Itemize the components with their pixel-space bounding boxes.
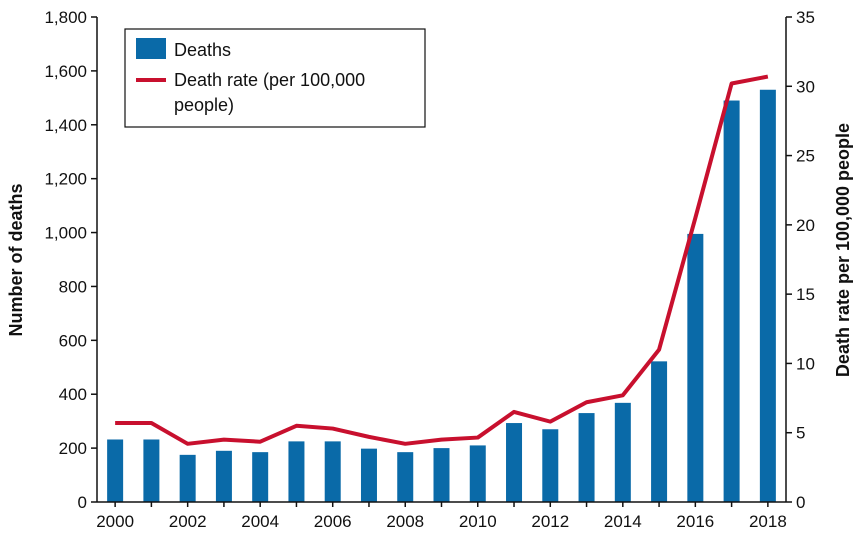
x-tick-label: 2010 [459,512,497,531]
bar-2018 [759,89,776,502]
x-tick-label: 2018 [749,512,787,531]
bar-2014 [614,402,631,502]
line-layer [115,74,769,446]
right-tick-label: 10 [796,354,815,373]
left-tick-label: 1,200 [44,170,87,189]
x-tick-label: 2008 [386,512,424,531]
bar-2013 [578,413,595,502]
x-tick-label: 2016 [676,512,714,531]
right-tick-label: 0 [796,493,805,512]
x-tick-label: 2000 [96,512,134,531]
left-tick-label: 1,000 [44,224,87,243]
bar-2017 [723,100,740,503]
death-rate-line [115,74,769,446]
left-axis-ticks: 0 200 400 600 800 1,000 1,200 1,400 1,600 1,800 [44,8,97,512]
left-tick-label: 600 [59,331,87,350]
legend-swatch-deaths [136,38,166,59]
bar-2002 [179,454,196,502]
bar-2003 [215,450,232,502]
bar-2007 [360,448,377,502]
legend: Deaths Death rate (per 100,000 people) [124,28,426,128]
bar-2015 [651,361,668,502]
bar-2001 [143,439,160,502]
right-axis-ticks: 0 5 10 15 20 25 30 35 [786,8,815,512]
y-axis-title: Number of deaths [6,183,26,336]
right-tick-label: 15 [796,285,815,304]
left-tick-label: 800 [59,277,87,296]
left-tick-label: 1,800 [44,8,87,27]
right-tick-label: 20 [796,216,815,235]
right-tick-label: 35 [796,8,815,27]
right-tick-label: 25 [796,147,815,166]
bar-2011 [506,423,523,502]
bar-2004 [252,452,269,502]
left-tick-label: 1,400 [44,116,87,135]
left-tick-label: 0 [78,493,87,512]
bar-2008 [397,452,414,502]
bar-2009 [433,448,450,502]
right-tick-label: 30 [796,77,815,96]
legend-label-death-rate-line1: Death rate (per 100,000 [174,70,365,90]
bar-2010 [469,445,486,502]
bars-layer [107,89,776,503]
bar-2005 [288,441,305,502]
legend-label-deaths: Deaths [174,40,231,60]
x-tick-label: 2004 [241,512,279,531]
x-axis-ticks: 2000 2002 2004 2006 2008 2010 2012 2014 2016 2018 [96,502,787,531]
left-tick-label: 1,600 [44,62,87,81]
left-tick-label: 200 [59,439,87,458]
x-tick-label: 2002 [169,512,207,531]
bar-2012 [542,429,559,502]
x-tick-label: 2012 [531,512,569,531]
bar-2006 [324,441,341,502]
bar-2016 [687,233,704,502]
x-tick-label: 2006 [314,512,352,531]
x-tick-label: 2014 [604,512,642,531]
y2-axis-title: Death rate per 100,000 people [833,123,853,377]
legend-box [124,28,426,128]
right-tick-label: 5 [796,424,805,443]
bar-2000 [107,439,124,502]
left-tick-label: 400 [59,385,87,404]
legend-label-death-rate-line2: people) [174,95,234,115]
